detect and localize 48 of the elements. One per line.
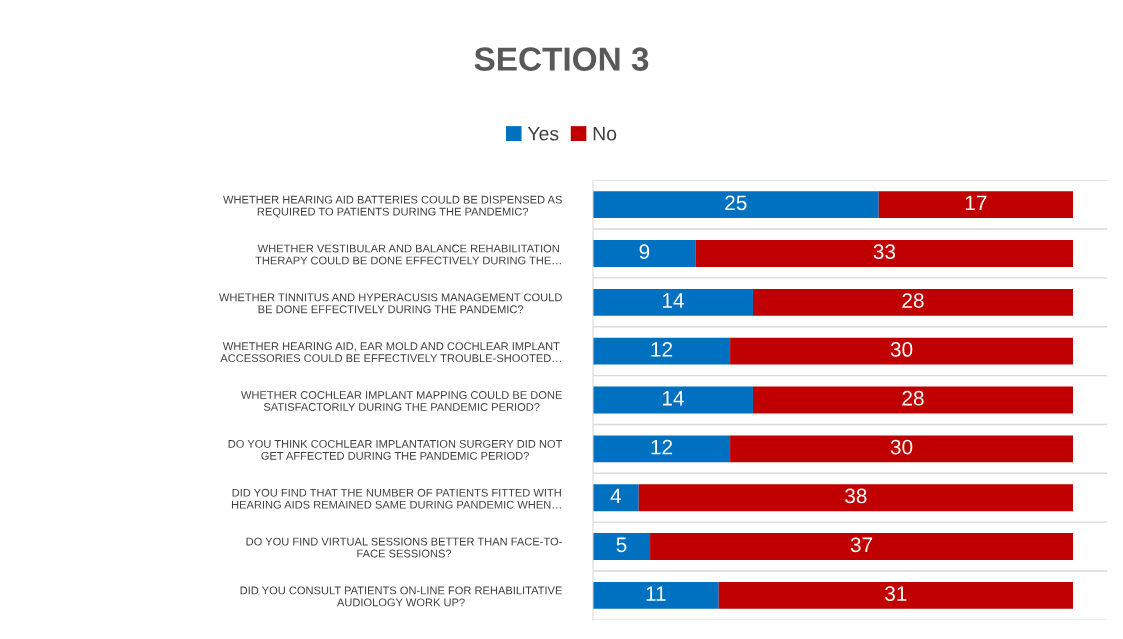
data-label: 25	[725, 195, 747, 211]
data-label: 38	[845, 488, 867, 504]
data-label: 9	[639, 244, 650, 260]
data-label: 14	[662, 293, 684, 308]
y-tick-label: WHETHER HEARING AID BATTERIES COULD BE DISPENSED AS REQUIRED TO PATIENTS DURING THE PANDEMIC?	[223, 195, 562, 218]
bar	[592, 191, 879, 219]
data-label: 17	[965, 195, 987, 211]
bar	[592, 484, 639, 512]
bar	[650, 533, 1073, 560]
y-tick-label: DID YOU FIND THAT THE NUMBER OF PATIENTS FITTED WITH HEARING AIDS REMAINED SAME DURING PANDEMIC WHEN…	[231, 488, 561, 509]
y-tick-label: WHETHER COCHLEAR IMPLANT MAPPING COULD BE DONE SATISFACTORILY DURING THE PANDEMIC PERIOD?	[240, 391, 562, 411]
bar	[730, 337, 1073, 365]
data-label: 12	[651, 439, 673, 455]
y-tick-label: WHETHER TINNITUS AND HYPERACUSIS MANAGEMENT COULD BE DONE EFFECTIVELY DURING THE PANDEMIC?	[218, 293, 562, 314]
data-label: 28	[902, 293, 924, 308]
data-label: 30	[890, 342, 913, 357]
bar	[592, 337, 731, 365]
bar	[638, 484, 1073, 512]
legend-label: Yes	[527, 126, 559, 141]
y-tick-label: WHETHER VESTIBULAR AND BALANCE REHABILITATION THERAPY COULD BE DONE EFFECTIVELY DURING THE…	[255, 244, 561, 265]
bar	[592, 240, 696, 267]
bar	[592, 288, 753, 316]
legend-label: No	[593, 126, 617, 141]
bar	[592, 386, 753, 414]
bar	[752, 288, 1073, 316]
data-label: 14	[662, 391, 684, 406]
data-label: 5	[616, 537, 627, 553]
bar	[718, 581, 1073, 609]
y-tick-label: WHETHER HEARING AID, EAR MOLD AND COCHLEAR IMPLANT ACCESSORIES COULD BE EFFECTIVELY TROUBLE-SHOOTED…	[220, 342, 561, 363]
y-tick-label: DO YOU THINK COCHLEAR IMPLANTATION SURGERY DID NOT GET AFFECTED DURING THE PANDEMIC PERIOD?	[228, 439, 563, 460]
bar	[592, 533, 651, 560]
bar	[592, 581, 719, 609]
chart-title: SECTION 3	[474, 47, 649, 71]
data-label: 4	[610, 488, 621, 504]
data-label: 28	[902, 390, 924, 406]
data-label: 30	[890, 439, 913, 455]
data-label: 37	[850, 537, 873, 553]
bar	[695, 240, 1073, 267]
bar	[730, 435, 1073, 463]
data-label: 31	[885, 586, 907, 601]
bar	[592, 435, 731, 463]
y-tick-label: DID YOU CONSULT PATIENTS ON-LINE FOR REHABILITATIVE AUDIOLOGY WORK UP?	[240, 586, 562, 607]
y-tick-label: DO YOU FIND VIRTUAL SESSIONS BETTER THAN FACE-TO- FACE SESSIONS?	[246, 537, 562, 558]
bar	[878, 191, 1073, 219]
data-label: 33	[873, 244, 896, 260]
data-label: 11	[646, 586, 666, 601]
data-label: 12	[651, 342, 673, 357]
bar	[752, 386, 1073, 414]
